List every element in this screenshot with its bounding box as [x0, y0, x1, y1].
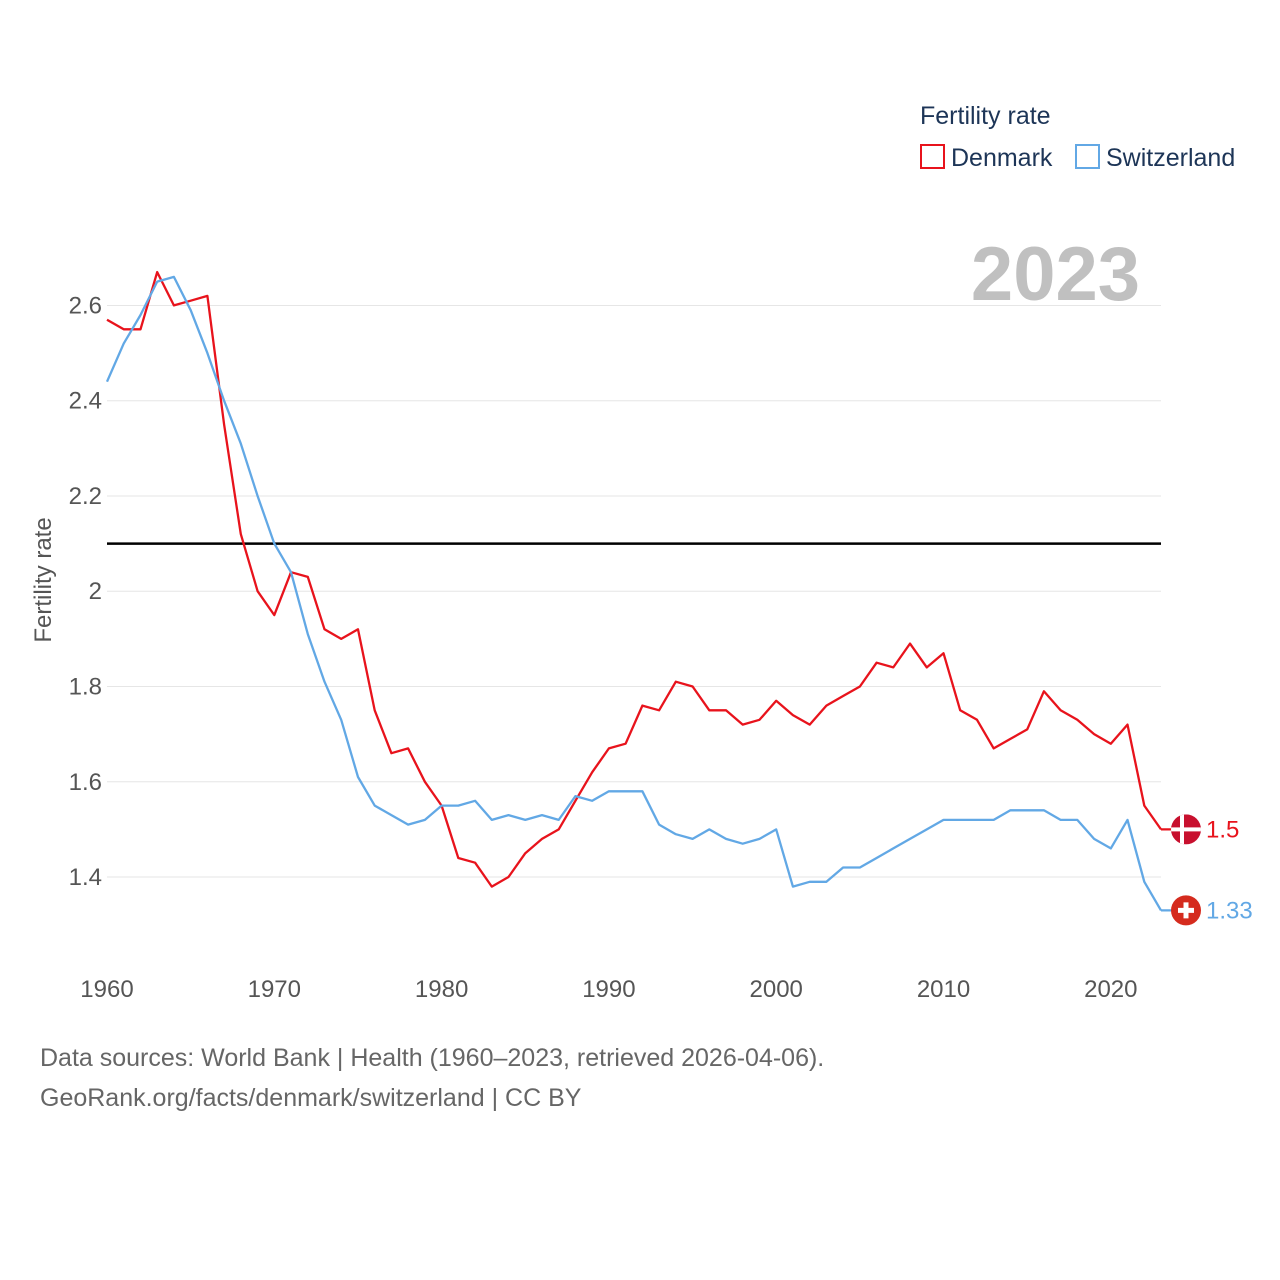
legend-swatch-switzerland[interactable]: [1075, 144, 1100, 169]
y-tick-label: 2.2: [69, 483, 102, 510]
legend-swatch-denmark[interactable]: [920, 144, 945, 169]
denmark-flag-icon: [1171, 814, 1201, 845]
y-axis-title: Fertility rate: [30, 517, 57, 642]
legend-title: Fertility rate: [920, 102, 1051, 130]
legend: Fertility rate Denmark Switzerland: [920, 102, 1235, 172]
series-line-switzerland[interactable]: [105, 275, 1162, 911]
legend-label-switzerland[interactable]: Switzerland: [1106, 144, 1235, 172]
switzerland-flag-icon: [1171, 895, 1201, 926]
x-tick-label: 1990: [582, 976, 635, 1003]
x-tick-label: 1980: [415, 976, 468, 1003]
y-tick-label: 1.6: [69, 769, 102, 796]
fertility-line-chart: 1.4 1.6 1.8 2 2.2 2.4 2.6 1960 1970 1980 1990 2000…: [30, 102, 1253, 1003]
x-tick-label: 1960: [80, 976, 133, 1003]
series-lines: [105, 270, 1162, 911]
footer-sources: Data sources: World Bank | Health (1960–…: [40, 1044, 825, 1072]
end-markers: 1.5 1.33: [1161, 814, 1253, 926]
end-value-denmark: 1.5: [1206, 816, 1239, 843]
x-tick-label: 1970: [248, 976, 301, 1003]
y-axis-ticks: 1.4 1.6 1.8 2 2.2 2.4 2.6: [69, 292, 102, 891]
footer-attribution[interactable]: GeoRank.org/facts/denmark/switzerland | …: [40, 1084, 582, 1112]
series-line-denmark[interactable]: [106, 270, 1162, 888]
end-value-switzerland: 1.33: [1206, 897, 1253, 924]
y-tick-label: 2.6: [69, 292, 102, 319]
y-tick-label: 2.4: [69, 388, 102, 415]
x-tick-label: 2010: [917, 976, 970, 1003]
year-label: 2023: [971, 232, 1140, 317]
y-tick-label: 1.4: [69, 864, 102, 891]
y-tick-label: 1.8: [69, 674, 102, 701]
x-axis-ticks: 1960 1970 1980 1990 2000 2010 2020: [80, 976, 1137, 1003]
x-tick-label: 2020: [1084, 976, 1137, 1003]
x-tick-label: 2000: [750, 976, 803, 1003]
y-tick-label: 2: [89, 578, 102, 605]
legend-label-denmark[interactable]: Denmark: [951, 144, 1053, 172]
